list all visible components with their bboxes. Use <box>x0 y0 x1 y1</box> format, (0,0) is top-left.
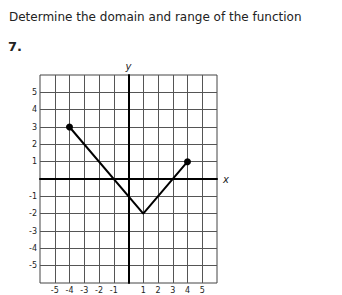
svg-text:-2: -2 <box>95 286 103 295</box>
svg-text:-5: -5 <box>29 261 37 270</box>
svg-text:-3: -3 <box>80 286 88 295</box>
svg-text:7.: 7. <box>8 39 22 54</box>
svg-text:2: 2 <box>32 140 37 149</box>
svg-text:1: 1 <box>141 286 146 295</box>
svg-text:Determine the domain and range: Determine the domain and range of the fu… <box>9 10 302 24</box>
svg-text:x: x <box>222 174 229 185</box>
svg-text:3: 3 <box>170 286 175 295</box>
svg-text:3: 3 <box>32 123 37 132</box>
svg-text:4: 4 <box>185 286 190 295</box>
svg-text:5: 5 <box>32 88 37 97</box>
svg-text:-5: -5 <box>51 286 59 295</box>
svg-text:-1: -1 <box>110 286 118 295</box>
svg-text:y: y <box>125 61 133 72</box>
svg-text:-2: -2 <box>29 209 37 218</box>
svg-text:-4: -4 <box>29 244 37 253</box>
svg-text:-4: -4 <box>66 286 74 295</box>
svg-text:1: 1 <box>32 157 37 166</box>
svg-text:-3: -3 <box>29 227 37 236</box>
svg-text:-1: -1 <box>29 192 37 201</box>
svg-text:5: 5 <box>200 286 205 295</box>
svg-text:2: 2 <box>155 286 160 295</box>
svg-text:4: 4 <box>32 105 37 114</box>
